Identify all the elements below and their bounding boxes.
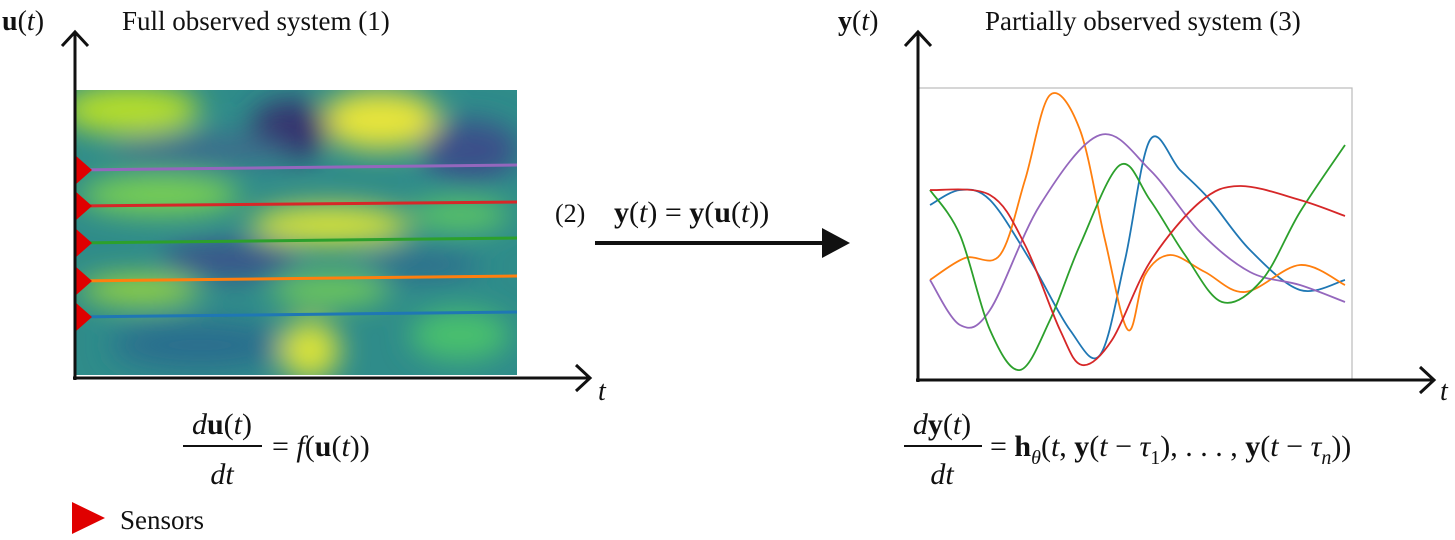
curve <box>929 135 1346 360</box>
curve <box>929 144 1346 371</box>
text-part: τ <box>1311 430 1323 463</box>
text-part: u <box>2 6 18 37</box>
text-part: ( <box>1089 430 1099 463</box>
curve <box>929 92 1346 331</box>
plot-frame <box>917 87 1353 381</box>
text-part: ( <box>1041 430 1051 463</box>
text-part: ( <box>943 408 953 441</box>
text-part: t <box>1270 430 1279 463</box>
text-part: , <box>1059 430 1074 463</box>
text-part: t <box>953 408 962 441</box>
text-part: y <box>838 6 852 37</box>
text-part: ( <box>224 408 234 441</box>
curve <box>929 133 1346 329</box>
text-part: t <box>741 196 750 229</box>
text-part: dt <box>930 458 954 491</box>
text-part: ( <box>852 6 861 37</box>
text-part: = <box>990 430 1014 463</box>
left-title: Full observed system (1) <box>122 6 390 36</box>
text-part: ( <box>331 430 341 463</box>
text-part: ( <box>731 196 741 229</box>
text-part: )) <box>749 196 769 229</box>
legend-label: Sensors <box>120 505 204 535</box>
text-part: t <box>861 6 870 37</box>
text-part: d <box>192 408 208 441</box>
text-part: ) = <box>647 196 689 229</box>
text-part: − <box>1279 430 1311 463</box>
map-equation: y(t) = y(u(t)) <box>614 196 769 229</box>
text-part: y <box>1074 430 1089 463</box>
text-part: θ <box>1031 447 1041 469</box>
text-part: ), . . . , <box>1160 430 1245 463</box>
svg-text:= f(u(t)): = f(u(t)) <box>272 430 370 463</box>
text-part: ) <box>961 408 971 441</box>
sensor-lines <box>74 155 518 332</box>
text-part: t <box>1099 430 1108 463</box>
map-arrow <box>595 228 850 258</box>
text-part: t <box>341 430 350 463</box>
text-part: y <box>689 196 704 229</box>
text-part: ) <box>242 408 252 441</box>
legend-marker <box>72 502 105 534</box>
text-part: ) <box>869 6 878 37</box>
left-time-label: t <box>598 376 607 407</box>
text-part: ( <box>1260 430 1270 463</box>
text-part: τ <box>1140 430 1152 463</box>
svg-text:du(t): du(t) <box>192 408 252 441</box>
text-part: = <box>272 430 296 463</box>
text-part: y <box>614 196 629 229</box>
text-part: u <box>714 196 731 229</box>
text-part: dt <box>210 458 234 491</box>
right-axes <box>903 29 1437 395</box>
right-time-label: t <box>1440 376 1449 407</box>
text-part: ( <box>18 6 27 37</box>
text-part: ) <box>35 6 44 37</box>
text-part: t <box>639 196 648 229</box>
left-axis-label: u(t) <box>2 6 44 37</box>
left-equation: du(t) dt = f(u(t)) <box>183 408 370 491</box>
text-part: d <box>913 408 929 441</box>
right-title: Partially observed system (3) <box>985 6 1301 36</box>
text-part: ( <box>629 196 639 229</box>
text-part: )) <box>350 430 370 463</box>
text-part: y <box>1245 430 1260 463</box>
observed-curves <box>929 92 1346 371</box>
text-part: t <box>27 6 36 37</box>
heatmap <box>75 90 517 375</box>
text-part: n <box>1321 447 1331 469</box>
map-label: (2) <box>555 199 585 228</box>
text-part: − <box>1108 430 1140 463</box>
text-part: u <box>207 408 224 441</box>
right-equation: dy(t) dt = hθ(t, y(t − τ1), . . . , y(t … <box>904 408 1351 491</box>
svg-text:= hθ(t, y(t − τ1), . . . , y(t: = hθ(t, y(t − τ1), . . . , y(t − τn)) <box>990 430 1351 469</box>
text-part: u <box>315 430 332 463</box>
text-part: t <box>1051 430 1060 463</box>
text-part: )) <box>1331 430 1351 463</box>
text-part: y <box>928 408 943 441</box>
text-part: ( <box>704 196 714 229</box>
curve <box>929 185 1346 367</box>
right-axis-label: y(t) <box>838 6 878 37</box>
text-part: ( <box>305 430 315 463</box>
text-part: t <box>234 408 243 441</box>
text-part: h <box>1014 430 1031 463</box>
svg-text:dy(t): dy(t) <box>913 408 971 441</box>
left-axes <box>60 29 593 393</box>
text-part: 1 <box>1150 447 1160 469</box>
